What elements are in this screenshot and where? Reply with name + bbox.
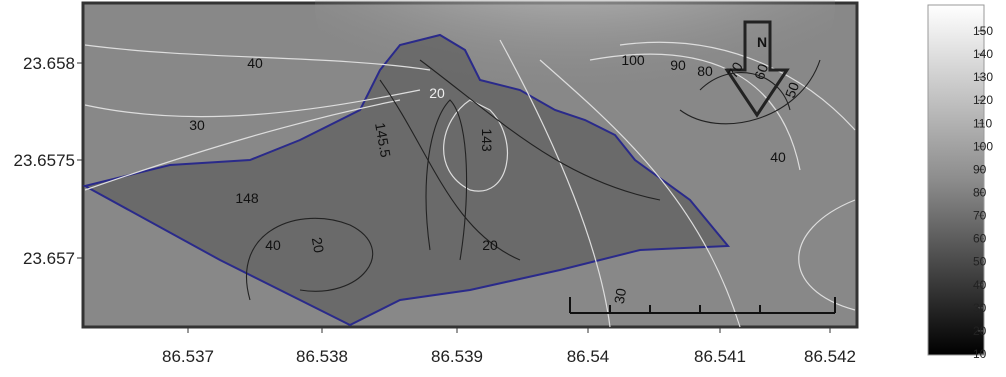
- colorbar-label: 10: [973, 347, 987, 361]
- x-tick-label: 86.541: [694, 347, 746, 366]
- north-label: N: [757, 34, 767, 50]
- contour-label: 30: [189, 117, 205, 133]
- map-figure: 40 30 100 90 80 70 60 50 40 148 145.5 14…: [0, 0, 1006, 377]
- contour-label: 143: [479, 128, 495, 152]
- colorbar-label: 50: [973, 255, 987, 269]
- x-tick-label: 86.537: [162, 347, 214, 366]
- contour-label: 30: [611, 287, 629, 305]
- x-tick-label: 86.538: [296, 347, 348, 366]
- colorbar-label: 130: [973, 70, 993, 84]
- contour-label: 80: [697, 63, 713, 79]
- colorbar-label: 80: [973, 186, 987, 200]
- x-tick-label: 86.539: [431, 347, 483, 366]
- colorbar-label: 120: [973, 93, 993, 107]
- contour-label: 40: [265, 237, 281, 253]
- colorbar-label: 150: [973, 24, 993, 38]
- colorbar-label: 110: [973, 116, 992, 130]
- y-tick-label: 23.658: [23, 54, 75, 73]
- colorbar-label: 30: [973, 301, 987, 315]
- colorbar-label: 100: [973, 139, 993, 153]
- colorbar-label: 20: [973, 324, 987, 338]
- y-tick-label: 23.6575: [14, 151, 75, 170]
- contour-label: 20: [429, 85, 445, 101]
- contour-label: 40: [770, 149, 786, 165]
- colorbar-label: 140: [973, 47, 993, 61]
- colorbar-label: 90: [973, 162, 987, 176]
- contour-label: 20: [309, 236, 327, 254]
- page: {"map": { "x_ticks": ["86.537", "86.538"…: [0, 0, 1006, 377]
- colorbar-label: 40: [973, 278, 987, 292]
- contour-label: 90: [670, 57, 686, 73]
- colorbar-label: 60: [973, 232, 987, 246]
- y-tick-label: 23.657: [23, 249, 75, 268]
- colorbar-label: 70: [973, 209, 987, 223]
- contour-label: 40: [247, 55, 263, 71]
- x-tick-label: 86.542: [804, 347, 856, 366]
- contour-label: 20: [482, 237, 498, 253]
- contour-label: 100: [621, 52, 645, 68]
- contour-label: 148: [235, 190, 259, 206]
- x-tick-label: 86.54: [567, 347, 610, 366]
